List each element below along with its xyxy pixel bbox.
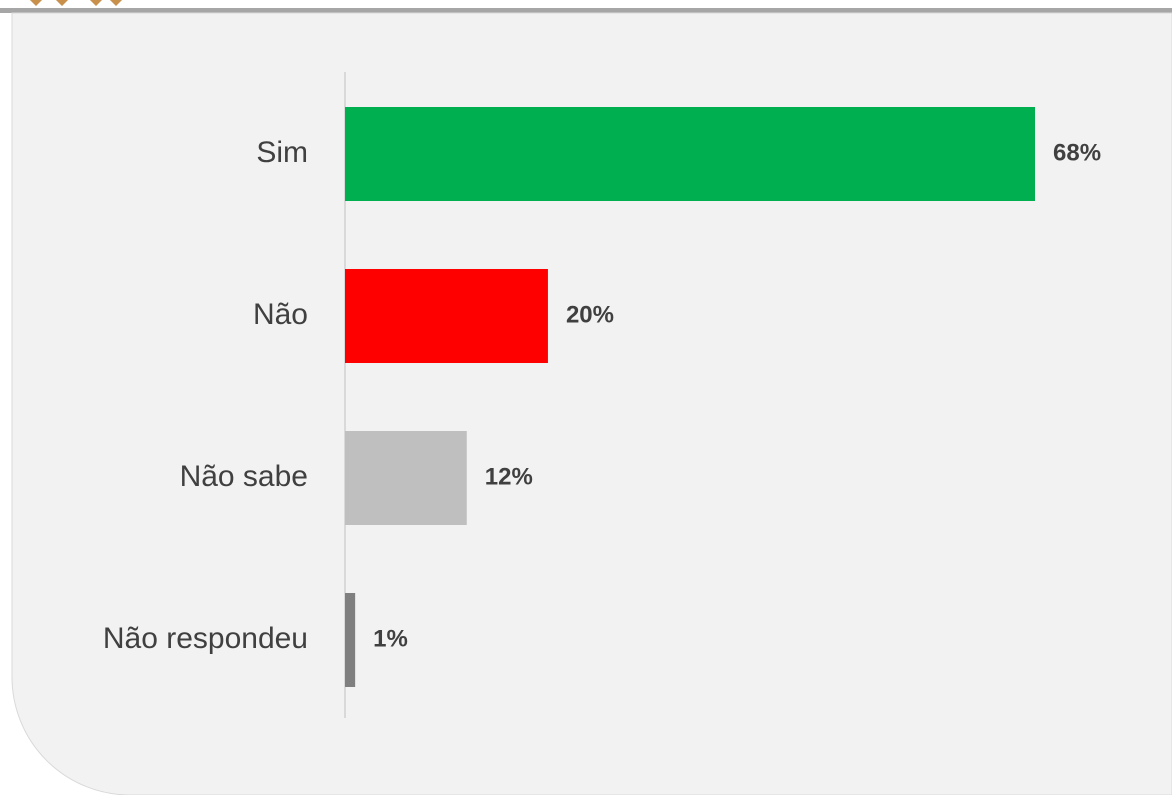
value-label: 1%: [373, 625, 408, 652]
category-label: Não: [253, 298, 308, 331]
value-label: 12%: [485, 463, 533, 490]
category-label: Não respondeu: [103, 622, 308, 655]
value-label: 20%: [566, 301, 614, 328]
value-label: 68%: [1053, 139, 1101, 166]
bar: [345, 269, 548, 363]
bar: [345, 593, 356, 687]
bar: [345, 431, 467, 525]
top-rule: [0, 8, 1172, 13]
logo-fragment: [30, 0, 122, 6]
category-label: Não sabe: [180, 460, 308, 493]
category-label: Sim: [256, 136, 308, 169]
bar: [345, 107, 1035, 201]
